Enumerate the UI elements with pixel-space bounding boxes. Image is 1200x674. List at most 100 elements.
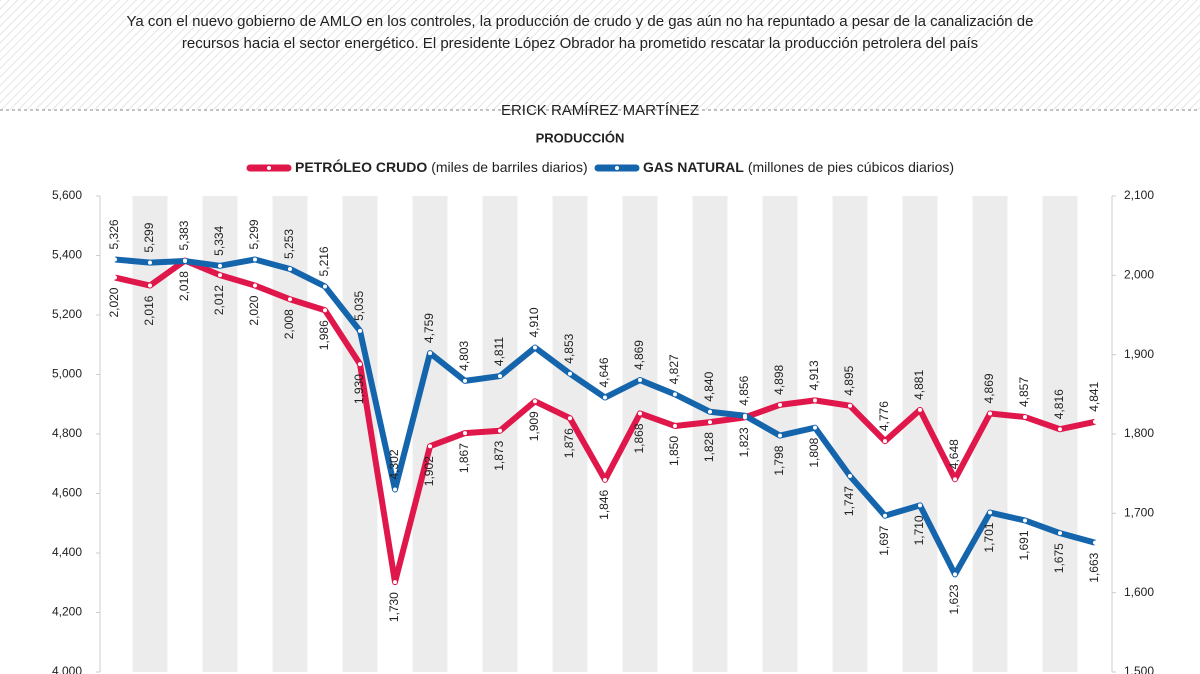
point bbox=[568, 371, 572, 376]
point bbox=[778, 402, 782, 407]
y2-tick-label: 2,000 bbox=[1124, 268, 1154, 282]
point bbox=[498, 374, 502, 379]
point bbox=[148, 260, 152, 265]
point bbox=[603, 477, 607, 482]
point bbox=[218, 273, 222, 278]
point bbox=[918, 503, 922, 508]
value-label: 1,823 bbox=[737, 427, 751, 457]
band bbox=[1042, 196, 1078, 672]
point bbox=[113, 275, 117, 280]
legend-entry: GAS NATURAL (millones de pies cúbicos dia… bbox=[643, 159, 954, 175]
value-label: 5,299 bbox=[247, 219, 261, 249]
value-label: 1,808 bbox=[807, 437, 821, 467]
y2-tick-label: 1,700 bbox=[1124, 506, 1154, 520]
point bbox=[1093, 419, 1097, 424]
value-label: 1,697 bbox=[877, 525, 891, 555]
value-label: 1,902 bbox=[422, 456, 436, 486]
point bbox=[463, 378, 467, 383]
value-label: 1,868 bbox=[632, 423, 646, 453]
value-label: 4,827 bbox=[667, 354, 681, 384]
value-label: 1,730 bbox=[387, 592, 401, 622]
legend-name: GAS NATURAL bbox=[643, 159, 744, 175]
y-tick-label: 4,000 bbox=[52, 664, 82, 674]
value-label: 4,646 bbox=[597, 357, 611, 387]
point bbox=[113, 257, 117, 262]
point bbox=[918, 407, 922, 412]
point bbox=[148, 283, 152, 288]
y2-tick-label: 1,500 bbox=[1124, 664, 1154, 674]
value-label: 4,869 bbox=[982, 373, 996, 403]
point bbox=[708, 420, 712, 425]
value-label: 2,020 bbox=[107, 287, 121, 317]
point bbox=[1023, 518, 1027, 523]
value-label: 5,216 bbox=[317, 246, 331, 276]
header-bg bbox=[0, 0, 1200, 110]
point bbox=[638, 411, 642, 416]
point bbox=[813, 398, 817, 403]
value-label: 4,840 bbox=[702, 371, 716, 401]
band bbox=[132, 196, 168, 672]
value-label: 1,873 bbox=[492, 440, 506, 470]
legend-unit: (miles de barriles diarios) bbox=[431, 159, 587, 175]
point bbox=[743, 413, 747, 418]
legend-dot bbox=[615, 166, 619, 170]
point bbox=[953, 572, 957, 577]
point bbox=[533, 399, 537, 404]
legend-name: PETRÓLEO CRUDO bbox=[295, 158, 427, 175]
value-label: 1,828 bbox=[702, 432, 716, 462]
author: ERICK RAMÍREZ MARTÍNEZ bbox=[501, 102, 699, 119]
point bbox=[778, 433, 782, 438]
chart-title: PRODUCCIÓN bbox=[536, 130, 625, 145]
value-label: 4,648 bbox=[947, 439, 961, 469]
y-tick-label: 5,600 bbox=[52, 188, 82, 202]
point bbox=[358, 328, 362, 333]
value-label: 1,663 bbox=[1087, 552, 1101, 582]
point bbox=[1058, 427, 1062, 432]
value-label: 2,020 bbox=[247, 295, 261, 325]
y-tick-label: 4,600 bbox=[52, 486, 82, 500]
point bbox=[848, 403, 852, 408]
y-tick-label: 5,000 bbox=[52, 367, 82, 381]
value-label: 4,816 bbox=[1052, 389, 1066, 419]
value-label: 4,803 bbox=[457, 340, 471, 370]
point bbox=[393, 487, 397, 492]
value-label: 1,909 bbox=[527, 411, 541, 441]
point bbox=[288, 297, 292, 302]
point bbox=[638, 378, 642, 383]
value-label: 4,881 bbox=[912, 370, 926, 400]
y-tick-label: 5,400 bbox=[52, 248, 82, 262]
value-label: 2,016 bbox=[142, 295, 156, 325]
y2-tick-label: 1,900 bbox=[1124, 347, 1154, 361]
point bbox=[708, 409, 712, 414]
band bbox=[412, 196, 448, 672]
y2-tick-label: 2,100 bbox=[1124, 188, 1154, 202]
point bbox=[813, 425, 817, 430]
point bbox=[428, 444, 432, 449]
value-label: 4,302 bbox=[387, 449, 401, 479]
value-label: 4,841 bbox=[1087, 381, 1101, 411]
point bbox=[253, 257, 257, 262]
value-label: 1,986 bbox=[317, 320, 331, 350]
point bbox=[883, 439, 887, 444]
point bbox=[1058, 531, 1062, 536]
value-label: 2,012 bbox=[212, 285, 226, 315]
point bbox=[848, 474, 852, 479]
y-tick-label: 5,200 bbox=[52, 307, 82, 321]
point bbox=[463, 431, 467, 436]
point bbox=[673, 392, 677, 397]
value-label: 4,776 bbox=[877, 401, 891, 431]
value-label: 4,759 bbox=[422, 313, 436, 343]
value-label: 5,383 bbox=[177, 220, 191, 250]
value-label: 4,857 bbox=[1017, 377, 1031, 407]
value-label: 2,008 bbox=[282, 309, 296, 339]
value-label: 4,898 bbox=[772, 364, 786, 394]
point bbox=[673, 423, 677, 428]
band bbox=[692, 196, 728, 672]
intro: recursos hacia el sector energético. El … bbox=[182, 35, 978, 52]
point bbox=[253, 283, 257, 288]
y-tick-label: 4,400 bbox=[52, 545, 82, 559]
point bbox=[988, 510, 992, 515]
point bbox=[218, 263, 222, 268]
y2-tick-label: 1,800 bbox=[1124, 426, 1154, 440]
